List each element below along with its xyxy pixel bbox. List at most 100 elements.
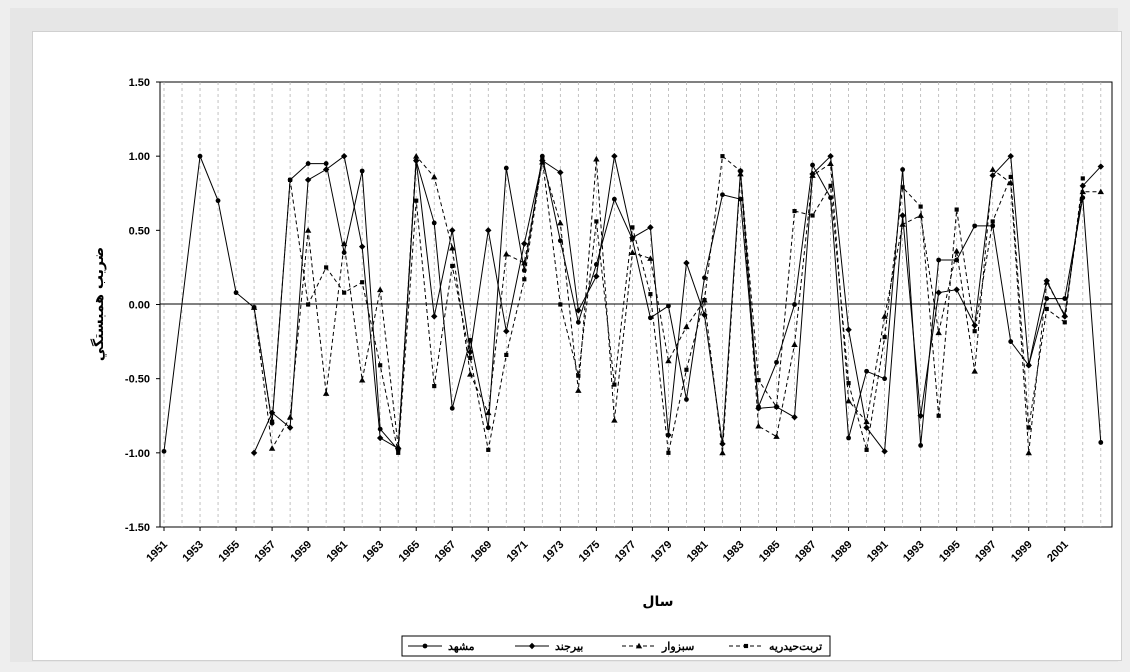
data-point-square <box>288 177 293 182</box>
data-point-diamond <box>340 152 348 160</box>
x-axis-title: سال <box>642 594 673 610</box>
y-tick-label: -0.50 <box>125 374 150 386</box>
data-point-square <box>342 290 347 295</box>
data-point-circle <box>575 319 581 325</box>
data-point-triangle <box>485 409 492 416</box>
y-axis-ticks: 1.50 1.00 0.50 0.00 -0.50 -1.00 -1.50 <box>125 77 160 534</box>
data-point-circle <box>611 196 617 202</box>
x-tick-label: 1965 <box>397 539 423 565</box>
x-tick-label: 1955 <box>216 539 242 565</box>
data-point-circle <box>197 153 203 159</box>
legend-entry-label: تربت‌حيدريه <box>769 641 822 653</box>
data-point-circle <box>990 223 996 229</box>
data-point-circle <box>918 443 924 448</box>
data-point-circle <box>431 220 437 226</box>
data-point-square <box>1062 320 1067 325</box>
data-point-diamond <box>413 157 420 164</box>
data-point-square <box>684 367 689 372</box>
x-tick-label: 1995 <box>937 539 963 565</box>
legend-box <box>401 635 831 657</box>
x-tick-label: 1963 <box>361 539 387 565</box>
data-point-circle <box>846 435 851 441</box>
data-point-triangle <box>773 433 780 439</box>
series-line-diamond <box>253 155 1102 454</box>
data-point-triangle <box>304 227 312 233</box>
data-point-diamond <box>611 152 618 160</box>
x-tick-label: 1979 <box>649 539 675 565</box>
data-point-square <box>774 404 779 409</box>
data-point-square <box>1008 174 1013 180</box>
data-point-circle <box>215 198 221 204</box>
series-line-square <box>253 155 1084 453</box>
data-point-triangle <box>1097 188 1104 195</box>
x-tick-label: 1969 <box>469 539 495 565</box>
data-point-square <box>936 413 941 418</box>
data-point-diamond <box>683 259 690 267</box>
y-tick-label: 0.00 <box>129 300 150 312</box>
x-tick-label: 1985 <box>757 539 783 565</box>
data-point-square <box>990 219 995 224</box>
data-point-square <box>630 225 635 230</box>
data-point-diamond <box>1097 163 1104 170</box>
data-point-circle <box>864 368 869 374</box>
data-point-triangle <box>827 160 834 166</box>
data-point-square <box>432 384 437 389</box>
series-group <box>161 152 1104 457</box>
y-tick-label: 0.50 <box>129 225 150 237</box>
series-square <box>251 154 1085 455</box>
data-point-diamond <box>863 424 870 431</box>
data-point-triangle <box>989 166 996 172</box>
data-point-square <box>594 219 599 224</box>
data-point-diamond <box>953 286 960 293</box>
x-tick-label: 1959 <box>288 539 314 565</box>
data-point-square <box>558 302 563 307</box>
data-point-triangle <box>521 259 528 266</box>
data-point-circle <box>485 425 491 431</box>
data-point-diamond <box>899 212 906 219</box>
data-point-square <box>378 363 383 368</box>
data-point-square <box>666 450 671 455</box>
data-point-triangle <box>413 152 420 159</box>
legend-swatch-marker <box>422 643 428 649</box>
data-point-circle <box>161 448 167 454</box>
legend-entry-label: بيرجند <box>555 641 583 653</box>
data-point-diamond <box>791 414 798 421</box>
data-point-diamond <box>881 448 888 455</box>
legend-swatch-marker <box>635 642 643 649</box>
data-point-triangle <box>755 422 762 429</box>
series-triangle <box>250 152 1104 456</box>
x-tick-label: 1971 <box>505 539 531 565</box>
data-point-square <box>810 213 815 218</box>
data-point-triangle <box>358 376 366 383</box>
data-point-triangle <box>1043 279 1050 285</box>
data-point-square <box>702 297 707 303</box>
data-point-diamond <box>503 328 510 335</box>
x-tick-label: 1991 <box>865 539 891 565</box>
data-point-circle <box>792 302 797 307</box>
data-point-triangle <box>593 155 600 162</box>
x-axis-ticks: 1951 1953 1955 1957 1959 1961 1963 1965 1967 1969… <box>144 527 1071 564</box>
legend-entry-label: سبزوار <box>661 641 694 653</box>
data-point-square <box>396 450 401 455</box>
data-point-circle <box>900 167 906 172</box>
data-point-diamond <box>250 449 258 457</box>
data-point-circle <box>1008 339 1014 344</box>
data-point-diamond <box>485 227 492 234</box>
data-point-diamond <box>467 348 474 356</box>
data-point-square <box>522 277 527 282</box>
y-tick-label: 1.00 <box>129 151 150 163</box>
data-point-circle <box>648 315 653 321</box>
data-point-square <box>954 207 959 212</box>
legend-swatch-marker <box>528 642 536 650</box>
data-point-triangle <box>719 449 726 456</box>
data-point-diamond <box>827 152 834 160</box>
data-point-triangle <box>737 170 744 177</box>
data-point-diamond <box>304 176 312 184</box>
data-point-triangle <box>1025 449 1032 456</box>
data-point-triangle <box>953 247 960 254</box>
data-point-triangle <box>845 397 852 404</box>
data-point-circle <box>305 161 311 166</box>
data-point-diamond <box>629 234 636 241</box>
data-point-square <box>270 419 275 424</box>
x-tick-label: 1961 <box>324 539 350 565</box>
